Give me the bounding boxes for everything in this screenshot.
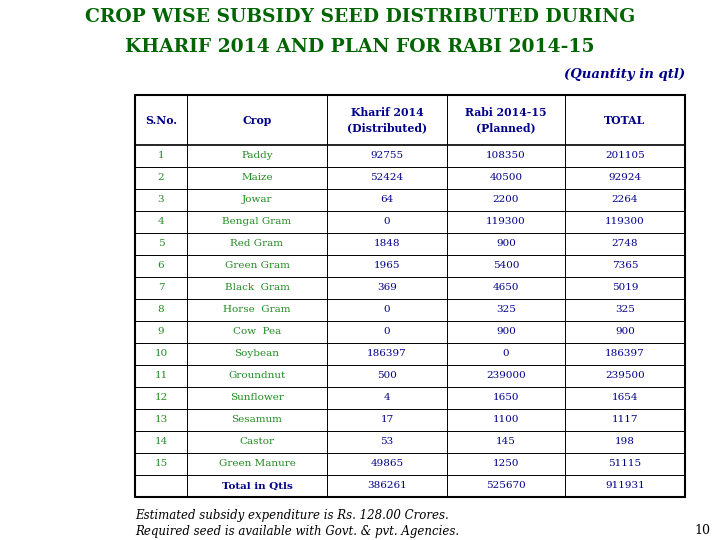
Text: Crop: Crop: [243, 114, 271, 125]
Text: Bengal Gram: Bengal Gram: [222, 218, 292, 226]
Text: 15: 15: [154, 460, 168, 469]
Text: 500: 500: [377, 372, 397, 381]
Text: 0: 0: [503, 349, 509, 359]
Text: 4650: 4650: [492, 284, 519, 293]
Text: Estimated subsidy expenditure is Rs. 128.00 Crores.: Estimated subsidy expenditure is Rs. 128…: [135, 509, 449, 522]
Text: 2: 2: [158, 173, 164, 183]
Text: 4: 4: [158, 218, 164, 226]
Text: Green Manure: Green Manure: [219, 460, 295, 469]
Text: 369: 369: [377, 284, 397, 293]
Text: 911931: 911931: [605, 482, 645, 490]
Text: 386261: 386261: [367, 482, 407, 490]
Text: 13: 13: [154, 415, 168, 424]
Text: Groundnut: Groundnut: [228, 372, 286, 381]
Text: (Quantity in qtl): (Quantity in qtl): [564, 68, 685, 81]
Text: 2748: 2748: [612, 240, 638, 248]
Text: 49865: 49865: [370, 460, 404, 469]
Text: 92755: 92755: [370, 152, 404, 160]
Text: 119300: 119300: [486, 218, 526, 226]
Text: Soybean: Soybean: [235, 349, 279, 359]
Text: 5: 5: [158, 240, 164, 248]
Text: Green Gram: Green Gram: [225, 261, 289, 271]
Text: Kharif 2014: Kharif 2014: [351, 107, 423, 118]
Text: 2200: 2200: [492, 195, 519, 205]
Text: Paddy: Paddy: [241, 152, 273, 160]
Text: 325: 325: [496, 306, 516, 314]
Text: 40500: 40500: [490, 173, 523, 183]
Text: 0: 0: [384, 306, 390, 314]
Text: 198: 198: [615, 437, 635, 447]
Text: Castor: Castor: [240, 437, 274, 447]
Text: 6: 6: [158, 261, 164, 271]
Text: Sunflower: Sunflower: [230, 394, 284, 402]
Text: 1250: 1250: [492, 460, 519, 469]
Text: 8: 8: [158, 306, 164, 314]
Text: 5019: 5019: [612, 284, 638, 293]
Text: 4: 4: [384, 394, 390, 402]
Text: 119300: 119300: [605, 218, 645, 226]
Text: 7: 7: [158, 284, 164, 293]
Text: S.No.: S.No.: [145, 114, 177, 125]
Text: Required seed is available with Govt. & pvt. Agencies.: Required seed is available with Govt. & …: [135, 524, 459, 537]
Text: 1117: 1117: [612, 415, 638, 424]
Text: Cow  Pea: Cow Pea: [233, 327, 281, 336]
Text: Rabi 2014-15: Rabi 2014-15: [465, 107, 546, 118]
Text: 11: 11: [154, 372, 168, 381]
Text: 64: 64: [380, 195, 394, 205]
Text: 900: 900: [496, 240, 516, 248]
Text: 92924: 92924: [608, 173, 642, 183]
Text: 525670: 525670: [486, 482, 526, 490]
Text: 1848: 1848: [374, 240, 400, 248]
Text: 0: 0: [384, 327, 390, 336]
Text: 10: 10: [154, 349, 168, 359]
Text: 2264: 2264: [612, 195, 638, 205]
Text: 239000: 239000: [486, 372, 526, 381]
Text: Sesamum: Sesamum: [232, 415, 282, 424]
Text: 1: 1: [158, 152, 164, 160]
Text: 51115: 51115: [608, 460, 642, 469]
Text: Red Gram: Red Gram: [230, 240, 284, 248]
Text: 1654: 1654: [612, 394, 638, 402]
Text: Jowar: Jowar: [242, 195, 272, 205]
Text: Maize: Maize: [241, 173, 273, 183]
Text: 201105: 201105: [605, 152, 645, 160]
Text: 52424: 52424: [370, 173, 404, 183]
Text: 17: 17: [380, 415, 394, 424]
Text: (Distributed): (Distributed): [347, 123, 427, 133]
Text: Total in Qtls: Total in Qtls: [222, 482, 292, 490]
Text: 53: 53: [380, 437, 394, 447]
Text: 900: 900: [615, 327, 635, 336]
Text: 239500: 239500: [605, 372, 645, 381]
Text: 5400: 5400: [492, 261, 519, 271]
Text: (Planned): (Planned): [476, 123, 536, 133]
Text: 1965: 1965: [374, 261, 400, 271]
Text: 1100: 1100: [492, 415, 519, 424]
Text: Horse  Gram: Horse Gram: [223, 306, 291, 314]
Text: 10: 10: [694, 524, 710, 537]
Text: 0: 0: [384, 218, 390, 226]
Text: 7365: 7365: [612, 261, 638, 271]
Text: 186397: 186397: [367, 349, 407, 359]
Text: KHARIF 2014 AND PLAN FOR RABI 2014-15: KHARIF 2014 AND PLAN FOR RABI 2014-15: [125, 38, 595, 56]
Text: 900: 900: [496, 327, 516, 336]
Text: TOTAL: TOTAL: [604, 114, 646, 125]
Text: 9: 9: [158, 327, 164, 336]
Text: Black  Gram: Black Gram: [225, 284, 289, 293]
Text: 3: 3: [158, 195, 164, 205]
Text: 14: 14: [154, 437, 168, 447]
Text: 325: 325: [615, 306, 635, 314]
Text: 186397: 186397: [605, 349, 645, 359]
Text: 108350: 108350: [486, 152, 526, 160]
Text: 1650: 1650: [492, 394, 519, 402]
Text: 12: 12: [154, 394, 168, 402]
Text: CROP WISE SUBSIDY SEED DISTRIBUTED DURING: CROP WISE SUBSIDY SEED DISTRIBUTED DURIN…: [85, 8, 635, 26]
Text: 145: 145: [496, 437, 516, 447]
